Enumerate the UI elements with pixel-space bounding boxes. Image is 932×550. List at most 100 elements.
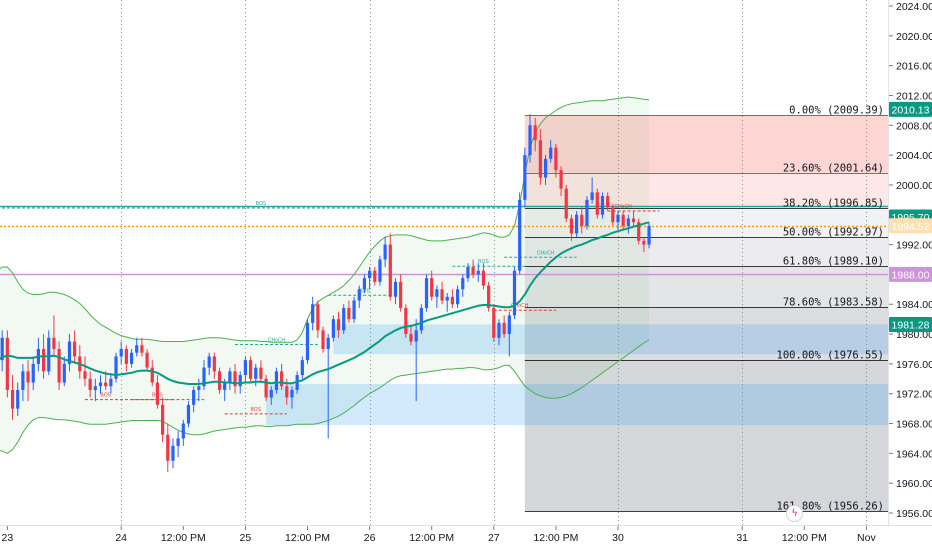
candle[interactable]	[186, 401, 191, 428]
candle[interactable]	[404, 304, 408, 338]
candle[interactable]	[243, 356, 247, 383]
candle[interactable]	[435, 285, 439, 308]
candle[interactable]	[543, 155, 548, 185]
candle[interactable]	[145, 348, 149, 372]
candle[interactable]	[88, 371, 92, 398]
candle[interactable]	[269, 386, 273, 405]
candle[interactable]	[414, 319, 418, 402]
candle[interactable]	[26, 360, 30, 402]
candle[interactable]	[305, 319, 310, 364]
candle[interactable]	[248, 356, 253, 383]
candles[interactable]	[0, 114, 651, 472]
candle[interactable]	[621, 211, 625, 230]
candle[interactable]	[631, 211, 636, 226]
candle[interactable]	[554, 143, 558, 178]
candle[interactable]	[362, 274, 367, 294]
candle[interactable]	[119, 341, 123, 364]
candle[interactable]	[135, 337, 139, 357]
candle[interactable]	[600, 192, 605, 219]
candle[interactable]	[166, 423, 170, 472]
candle[interactable]	[331, 315, 335, 342]
candle[interactable]	[0, 330, 4, 372]
candle[interactable]	[492, 304, 496, 342]
candle[interactable]	[393, 278, 398, 305]
candle[interactable]	[161, 397, 165, 443]
candle[interactable]	[155, 375, 160, 409]
candle[interactable]	[549, 140, 553, 163]
candle[interactable]	[580, 207, 584, 234]
candle[interactable]	[336, 311, 341, 338]
candle[interactable]	[424, 274, 429, 312]
candle[interactable]	[321, 326, 325, 353]
candle[interactable]	[388, 233, 392, 301]
candle[interactable]	[21, 363, 25, 402]
candle[interactable]	[311, 296, 315, 331]
candle[interactable]	[595, 188, 599, 219]
candle[interactable]	[440, 281, 444, 305]
candle[interactable]	[352, 296, 356, 323]
candle[interactable]	[507, 311, 511, 357]
candle[interactable]	[62, 356, 66, 387]
candle[interactable]	[150, 360, 154, 387]
candle[interactable]	[585, 196, 589, 230]
candle[interactable]	[31, 356, 35, 390]
candle[interactable]	[5, 330, 9, 398]
candle[interactable]	[124, 345, 128, 372]
candle[interactable]	[518, 192, 522, 275]
candle[interactable]	[264, 375, 268, 402]
candle[interactable]	[590, 177, 594, 204]
candle[interactable]	[476, 263, 480, 282]
candle[interactable]	[450, 289, 454, 308]
time-axis[interactable]: 23 24 12:00 PM 25 12:00 PM 26 12:00 PM 27 12:00 …	[2, 526, 877, 544]
candle[interactable]	[129, 348, 134, 368]
candle[interactable]	[497, 319, 501, 346]
candle[interactable]	[290, 386, 294, 409]
candle[interactable]	[52, 315, 56, 357]
candle[interactable]	[207, 352, 211, 376]
candle[interactable]	[212, 352, 216, 379]
candle[interactable]	[611, 203, 615, 226]
candle[interactable]	[538, 129, 542, 185]
candle[interactable]	[357, 285, 361, 308]
candle[interactable]	[16, 382, 20, 417]
candle[interactable]	[233, 363, 237, 394]
candle[interactable]	[528, 114, 532, 163]
candle[interactable]	[647, 222, 651, 249]
candle[interactable]	[523, 147, 527, 208]
candle[interactable]	[642, 237, 646, 253]
candle[interactable]	[533, 117, 537, 152]
candle[interactable]	[461, 274, 465, 297]
candle[interactable]	[502, 315, 506, 338]
candle[interactable]	[487, 281, 491, 312]
candle[interactable]	[93, 378, 97, 402]
candle[interactable]	[57, 341, 61, 390]
candle[interactable]	[47, 330, 51, 376]
candle[interactable]	[481, 263, 486, 290]
candle[interactable]	[259, 360, 263, 383]
candle[interactable]	[181, 419, 185, 446]
candle[interactable]	[67, 334, 72, 372]
candle[interactable]	[564, 184, 568, 223]
candle[interactable]	[274, 367, 279, 394]
candle[interactable]	[280, 363, 284, 390]
candle[interactable]	[626, 214, 630, 234]
candle[interactable]	[606, 192, 610, 212]
lightning-icon[interactable]: ϟ	[786, 505, 803, 522]
candle[interactable]	[10, 375, 15, 420]
candle[interactable]	[197, 378, 201, 402]
candle[interactable]	[300, 356, 304, 379]
candle[interactable]	[455, 285, 460, 308]
candle[interactable]	[73, 330, 77, 364]
candle[interactable]	[176, 430, 180, 458]
candle[interactable]	[109, 375, 113, 394]
candle[interactable]	[202, 360, 206, 390]
candle[interactable]	[83, 356, 87, 387]
candle[interactable]	[419, 304, 423, 335]
candle[interactable]	[98, 375, 103, 394]
candle[interactable]	[569, 214, 574, 241]
candle[interactable]	[559, 166, 563, 197]
candle[interactable]	[347, 300, 351, 323]
candle[interactable]	[430, 270, 434, 301]
candle[interactable]	[316, 300, 320, 338]
candle[interactable]	[368, 266, 372, 290]
